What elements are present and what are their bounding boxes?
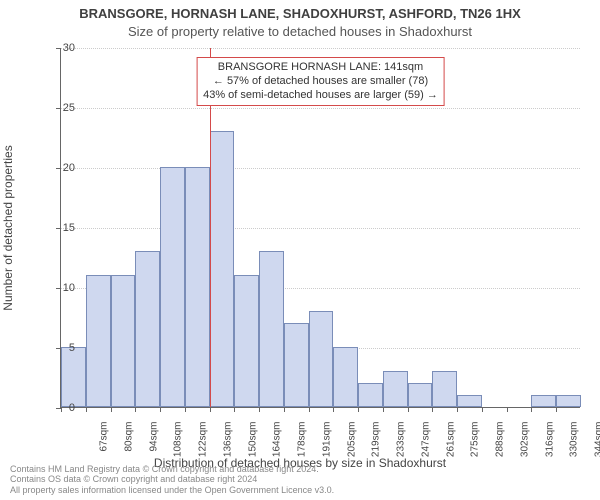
histogram-bar [61,347,86,407]
x-tick-label: 288sqm [495,422,506,468]
histogram-bar [111,275,136,407]
histogram-bar [210,131,235,407]
x-tick-mark [111,407,112,412]
histogram-bar [259,251,284,407]
y-gridline [61,168,580,169]
histogram-bar [531,395,556,407]
y-gridline [61,228,580,229]
x-tick-mark [457,407,458,412]
footer-attribution: Contains HM Land Registry data © Crown c… [10,464,590,496]
histogram-bar [284,323,309,407]
x-tick-label: 330sqm [569,422,580,468]
chart-title-line2: Size of property relative to detached ho… [0,24,600,39]
x-tick-mark [284,407,285,412]
histogram-bar [135,251,160,407]
x-tick-mark [383,407,384,412]
footer-line2: Contains OS data © Crown copyright and d… [10,474,590,485]
x-tick-mark [408,407,409,412]
x-tick-label: 247sqm [420,422,431,468]
x-tick-mark [358,407,359,412]
x-tick-label: 122sqm [198,422,209,468]
histogram-bar [358,383,383,407]
x-tick-mark [531,407,532,412]
x-tick-label: 261sqm [445,422,456,468]
histogram-bar [333,347,358,407]
histogram-bar [432,371,457,407]
histogram-bar [383,371,408,407]
x-tick-label: 233sqm [396,422,407,468]
footer-line3: All property sales information licensed … [10,485,590,496]
x-tick-label: 316sqm [544,422,555,468]
x-tick-label: 191sqm [321,422,332,468]
x-tick-mark [309,407,310,412]
x-tick-label: 150sqm [247,422,258,468]
x-tick-label: 136sqm [222,422,233,468]
y-axis-label: Number of detached properties [1,145,15,310]
x-tick-label: 80sqm [123,422,134,468]
x-tick-mark [507,407,508,412]
y-tick-label: 25 [45,102,75,114]
x-tick-label: 94sqm [148,422,159,468]
annotation-line2: ← 57% of detached houses are smaller (78… [203,75,438,89]
x-tick-mark [160,407,161,412]
x-tick-label: 344sqm [594,422,600,468]
y-tick-label: 5 [45,342,75,354]
plot-area: BRANSGORE HORNASH LANE: 141sqm← 57% of d… [60,48,580,408]
x-tick-label: 219sqm [371,422,382,468]
x-tick-mark [86,407,87,412]
histogram-bar [185,167,210,407]
histogram-bar [160,167,185,407]
histogram-bar [457,395,482,407]
x-tick-mark [432,407,433,412]
histogram-bar [556,395,581,407]
y-tick-label: 20 [45,162,75,174]
x-tick-label: 205sqm [346,422,357,468]
x-tick-label: 275sqm [470,422,481,468]
annotation-line3: 43% of semi-detached houses are larger (… [203,89,438,103]
x-tick-mark [185,407,186,412]
x-tick-mark [333,407,334,412]
x-tick-label: 164sqm [272,422,283,468]
chart-title-line1: BRANSGORE, HORNASH LANE, SHADOXHURST, AS… [0,6,600,21]
y-tick-label: 30 [45,42,75,54]
y-tick-label: 15 [45,222,75,234]
x-tick-mark [259,407,260,412]
histogram-bar [234,275,259,407]
y-gridline [61,48,580,49]
annotation-box: BRANSGORE HORNASH LANE: 141sqm← 57% of d… [196,57,445,106]
y-tick-label: 10 [45,282,75,294]
x-tick-label: 302sqm [519,422,530,468]
x-tick-mark [234,407,235,412]
annotation-line1: BRANSGORE HORNASH LANE: 141sqm [203,61,438,75]
x-tick-mark [135,407,136,412]
x-tick-label: 67sqm [99,422,110,468]
y-tick-label: 0 [45,402,75,414]
x-tick-mark [210,407,211,412]
histogram-bar [86,275,111,407]
histogram-bar [408,383,433,407]
x-tick-label: 108sqm [173,422,184,468]
x-tick-mark [482,407,483,412]
x-tick-mark [556,407,557,412]
y-gridline [61,108,580,109]
x-tick-label: 178sqm [297,422,308,468]
histogram-bar [309,311,334,407]
